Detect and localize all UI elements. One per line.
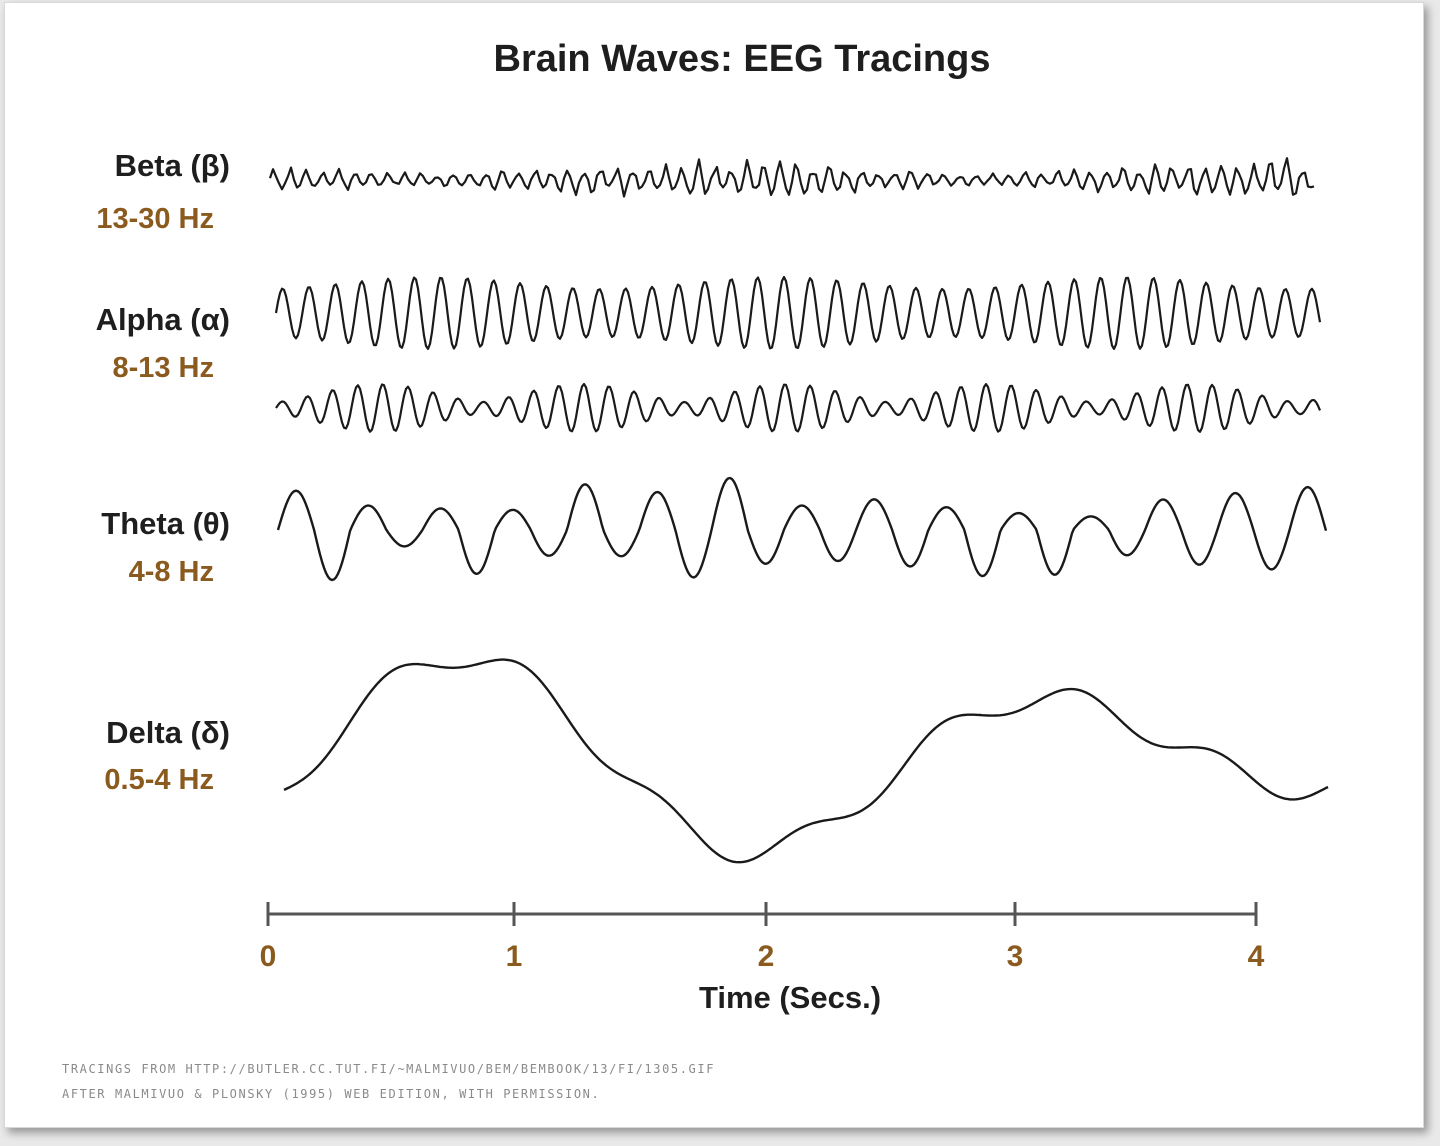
theta-range: 4-8 Hz xyxy=(128,556,214,588)
time-axis-ticks xyxy=(266,902,1258,926)
tick-label-3: 3 xyxy=(1006,940,1024,973)
figure-card xyxy=(4,2,1424,1128)
delta-label: Delta (δ) xyxy=(106,715,230,750)
theta-trace xyxy=(276,476,1328,582)
alpha-label: Alpha (α) xyxy=(95,302,230,337)
tick-label-4: 4 xyxy=(1247,940,1265,973)
credit-line-2: After Malmivuo & Plonsky (1995) Web Edit… xyxy=(62,1087,601,1101)
theta-label: Theta (θ) xyxy=(101,506,230,541)
alpha-trace-1 xyxy=(274,275,1322,350)
alpha-trace-2 xyxy=(275,382,1322,433)
beta-label: Beta (β) xyxy=(114,148,230,183)
tick-label-0: 0 xyxy=(259,940,277,973)
credit-line-1: Tracings from http://butler.cc.tut.fi/~m… xyxy=(62,1062,716,1076)
beta-range: 13-30 Hz xyxy=(96,203,214,235)
delta-trace xyxy=(283,658,1329,864)
tick-label-2: 2 xyxy=(757,940,775,973)
tick-label-1: 1 xyxy=(505,940,523,973)
delta-range: 0.5-4 Hz xyxy=(104,764,214,796)
axis-title: Time (Secs.) xyxy=(698,980,882,1015)
beta-trace xyxy=(268,157,1315,198)
alpha-range: 8-13 Hz xyxy=(112,352,214,384)
page-title: Brain Waves: EEG Tracings xyxy=(493,38,991,80)
